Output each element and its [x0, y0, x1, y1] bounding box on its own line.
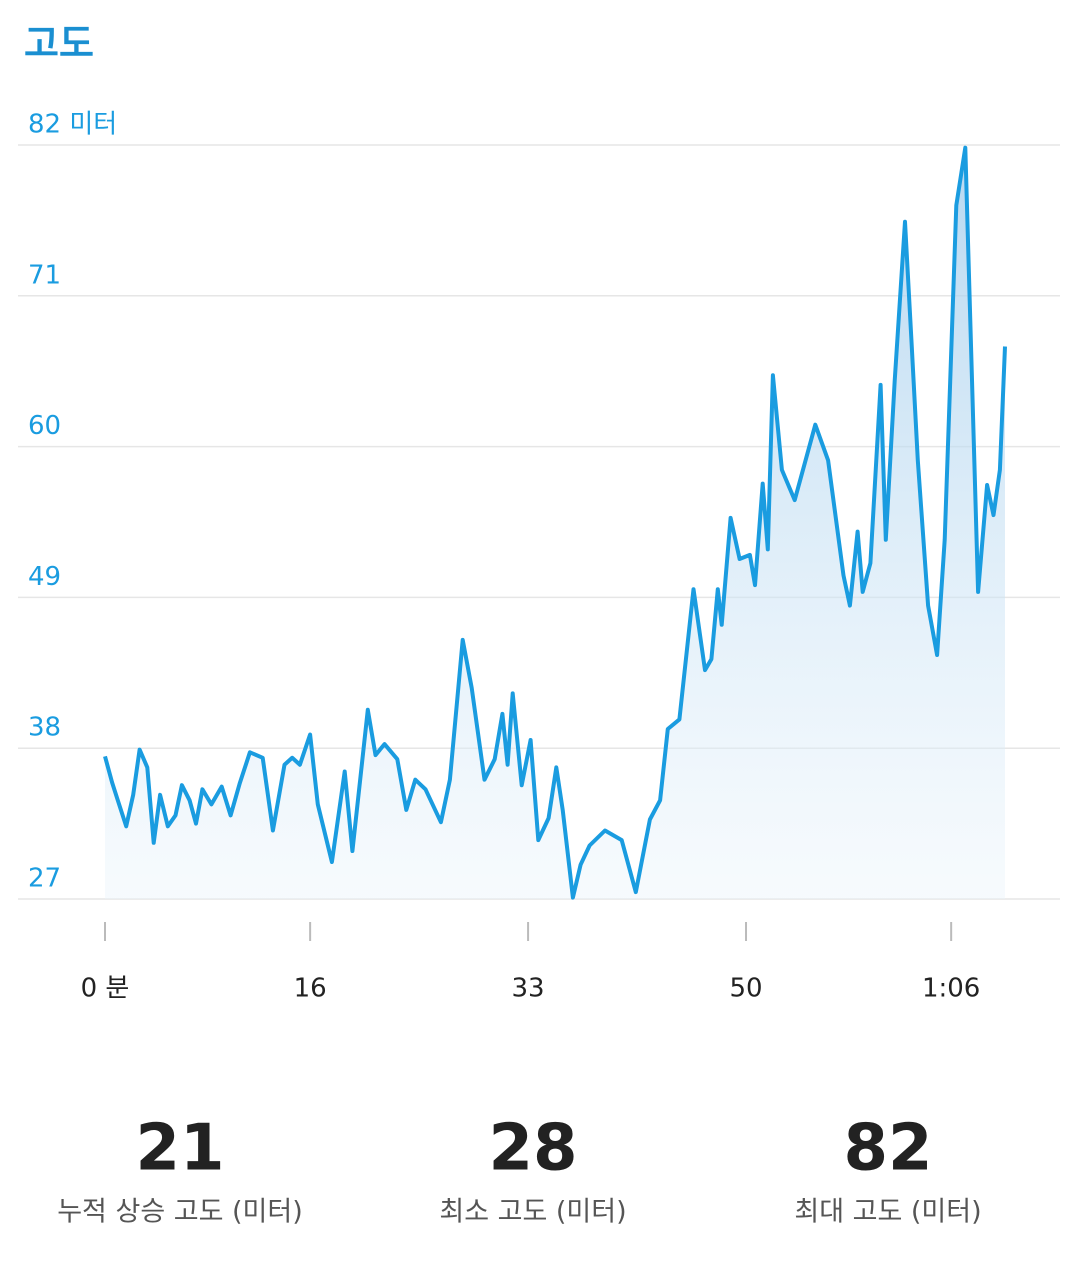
area-fill: [105, 147, 1005, 899]
y-tick-label: 82 미터: [28, 110, 117, 140]
x-tick-label: 1:06: [922, 974, 980, 1004]
y-tick-label: 60: [28, 411, 61, 441]
chart-title: 고도: [24, 22, 94, 66]
stat-value: 21: [135, 1112, 224, 1186]
y-tick-label: 49: [28, 562, 61, 592]
y-tick-label: 38: [28, 713, 61, 743]
line: [103, 145, 1007, 900]
x-tick-label: 33: [512, 974, 545, 1004]
stat-label: 최대 고도 (미터): [794, 1197, 981, 1228]
y-tick-label: 71: [28, 260, 61, 290]
y-tick-label: 27: [28, 864, 61, 894]
stat-label: 최소 고도 (미터): [439, 1197, 626, 1228]
x-tick-label: 0 분: [81, 974, 130, 1004]
x-tick-label: 50: [729, 974, 762, 1004]
stat-value: 28: [488, 1112, 577, 1186]
stat-value: 82: [843, 1112, 932, 1186]
x-tick-label: 16: [294, 974, 327, 1004]
stat-label: 누적 상승 고도 (미터): [57, 1197, 303, 1228]
